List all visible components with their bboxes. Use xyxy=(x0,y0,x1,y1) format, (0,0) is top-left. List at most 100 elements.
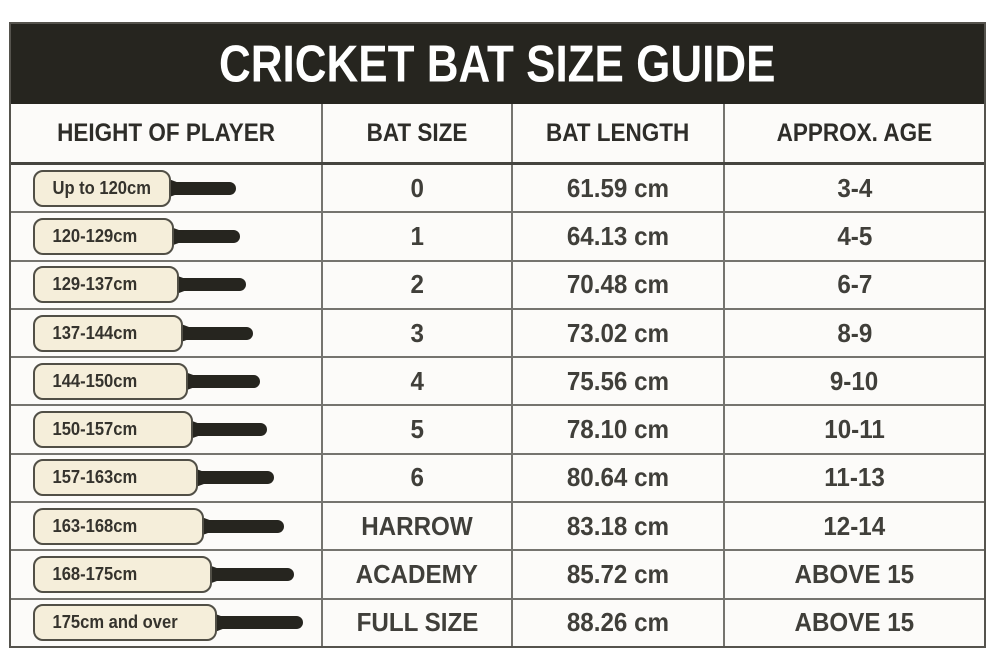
height-cell: Up to 120cm xyxy=(11,165,323,212)
table-row: 157-163cm 6 80.64 cm 11-13 xyxy=(11,452,984,502)
cricket-bat-icon: 150-157cm xyxy=(33,411,267,449)
bat-length-cell: 80.64 cm xyxy=(513,454,725,502)
height-label: 129-137cm xyxy=(52,274,138,295)
cricket-bat-icon: 157-163cm xyxy=(33,459,274,497)
table-row: 137-144cm 3 73.02 cm 8-9 xyxy=(11,307,984,357)
header-height-of-player: HEIGHT OF PLAYER xyxy=(11,104,323,162)
bat-size-cell: ACADEMY xyxy=(323,551,513,598)
approx-age-cell: ABOVE 15 xyxy=(794,559,915,590)
height-label: 168-175cm xyxy=(52,564,138,585)
bat-size-cell: HARROW xyxy=(323,503,513,550)
cricket-bat-icon: Up to 120cm xyxy=(33,169,236,207)
bat-length-cell: 85.72 cm xyxy=(513,551,725,598)
bat-blade: 163-168cm xyxy=(33,507,204,545)
height-cell: 175cm and over xyxy=(11,599,323,646)
bat-blade: Up to 120cm xyxy=(33,169,171,207)
bat-size-cell: 5 xyxy=(323,406,513,453)
cricket-bat-icon: 129-137cm xyxy=(33,266,246,304)
table-row: 120-129cm 1 64.13 cm 4-5 xyxy=(11,211,984,260)
bat-length-cell: 78.10 cm xyxy=(513,406,725,453)
header-bat-length: BAT LENGTH xyxy=(513,104,725,162)
bat-size-cell: FULL SIZE xyxy=(323,599,513,646)
bat-handle xyxy=(199,519,284,533)
cricket-bat-icon: 137-144cm xyxy=(33,314,253,352)
header-bat-size: BAT SIZE xyxy=(323,104,513,162)
bat-size-cell: 1 xyxy=(323,213,513,260)
bat-blade: 150-157cm xyxy=(33,411,193,449)
height-label: 150-157cm xyxy=(52,419,138,440)
bat-size-cell: 6 xyxy=(323,454,513,502)
bat-blade: 144-150cm xyxy=(33,362,188,400)
bat-handle xyxy=(193,471,274,485)
table-row: 129-137cm 2 70.48 cm 6-7 xyxy=(11,259,984,308)
bat-length-cell: 64.13 cm xyxy=(513,213,725,260)
bat-length-cell: 70.48 cm xyxy=(513,261,725,308)
approx-age-cell: 10-11 xyxy=(824,414,885,445)
approx-age-cell: 6-7 xyxy=(837,269,872,300)
height-cell: 129-137cm xyxy=(11,261,323,308)
bat-handle xyxy=(212,616,303,630)
size-guide-table: CRICKET BAT SIZE GUIDE HEIGHT OF PLAYER … xyxy=(9,22,986,648)
bat-length-cell: 73.02 cm xyxy=(513,309,725,357)
bat-handle xyxy=(166,181,236,195)
bat-length-cell: 61.59 cm xyxy=(513,165,725,212)
bat-length-cell: 75.56 cm xyxy=(513,358,725,405)
bat-length-cell: 83.18 cm xyxy=(513,503,725,550)
bat-blade: 168-175cm xyxy=(33,556,212,594)
height-label: 175cm and over xyxy=(52,612,178,633)
height-label: 163-168cm xyxy=(52,515,138,536)
bat-handle xyxy=(178,326,253,340)
height-label: 137-144cm xyxy=(52,322,138,343)
height-cell: 150-157cm xyxy=(11,406,323,453)
table-row: 150-157cm 5 78.10 cm 10-11 xyxy=(11,404,984,453)
table-header-row: HEIGHT OF PLAYER BAT SIZE BAT LENGTH APP… xyxy=(11,104,984,165)
bat-handle xyxy=(207,568,294,582)
approx-age-cell: ABOVE 15 xyxy=(794,607,915,638)
bat-length-cell: 88.26 cm xyxy=(513,599,725,646)
height-cell: 144-150cm xyxy=(11,358,323,405)
height-cell: 163-168cm xyxy=(11,503,323,550)
height-label: 144-150cm xyxy=(52,370,138,391)
page-title: CRICKET BAT SIZE GUIDE xyxy=(219,34,776,94)
approx-age-cell: 9-10 xyxy=(830,365,879,396)
cricket-bat-icon: 175cm and over xyxy=(33,604,303,642)
height-cell: 120-129cm xyxy=(11,213,323,260)
cricket-bat-icon: 120-129cm xyxy=(33,217,240,255)
bat-size-cell: 0 xyxy=(323,165,513,212)
title-bar: CRICKET BAT SIZE GUIDE xyxy=(11,24,984,104)
bat-size-cell: 2 xyxy=(323,261,513,308)
header-approx-age: APPROX. AGE xyxy=(776,118,933,147)
bat-blade: 157-163cm xyxy=(33,459,198,497)
approx-age-cell: 4-5 xyxy=(837,220,872,251)
cricket-bat-icon: 168-175cm xyxy=(33,556,294,594)
cricket-bat-icon: 144-150cm xyxy=(33,362,260,400)
table-body: Up to 120cm 0 61.59 cm 3-4 120-129cm 1 6… xyxy=(11,165,984,646)
height-label: 157-163cm xyxy=(52,467,138,488)
cricket-bat-icon: 163-168cm xyxy=(33,507,284,545)
bat-blade: 129-137cm xyxy=(33,266,179,304)
table-row: 175cm and over FULL SIZE 88.26 cm ABOVE … xyxy=(11,597,984,646)
table-row: 144-150cm 4 75.56 cm 9-10 xyxy=(11,356,984,405)
height-label: 120-129cm xyxy=(52,225,138,246)
height-cell: 137-144cm xyxy=(11,309,323,357)
bat-size-cell: 3 xyxy=(323,309,513,357)
bat-blade: 137-144cm xyxy=(33,314,183,352)
table-row: Up to 120cm 0 61.59 cm 3-4 xyxy=(11,165,984,212)
bat-blade: 120-129cm xyxy=(33,217,174,255)
approx-age-cell: 12-14 xyxy=(823,510,886,541)
bat-handle xyxy=(183,374,260,388)
approx-age-cell: 3-4 xyxy=(837,172,872,203)
bat-blade: 175cm and over xyxy=(33,604,217,642)
bat-handle xyxy=(188,423,267,437)
table-row: 168-175cm ACADEMY 85.72 cm ABOVE 15 xyxy=(11,549,984,598)
bat-handle xyxy=(174,278,246,292)
bat-handle xyxy=(169,229,240,243)
bat-size-cell: 4 xyxy=(323,358,513,405)
height-cell: 168-175cm xyxy=(11,551,323,598)
approx-age-cell: 11-13 xyxy=(824,462,885,493)
height-label: Up to 120cm xyxy=(52,177,151,198)
table-row: 163-168cm HARROW 83.18 cm 12-14 xyxy=(11,501,984,550)
height-cell: 157-163cm xyxy=(11,454,323,502)
approx-age-cell: 8-9 xyxy=(837,317,872,348)
